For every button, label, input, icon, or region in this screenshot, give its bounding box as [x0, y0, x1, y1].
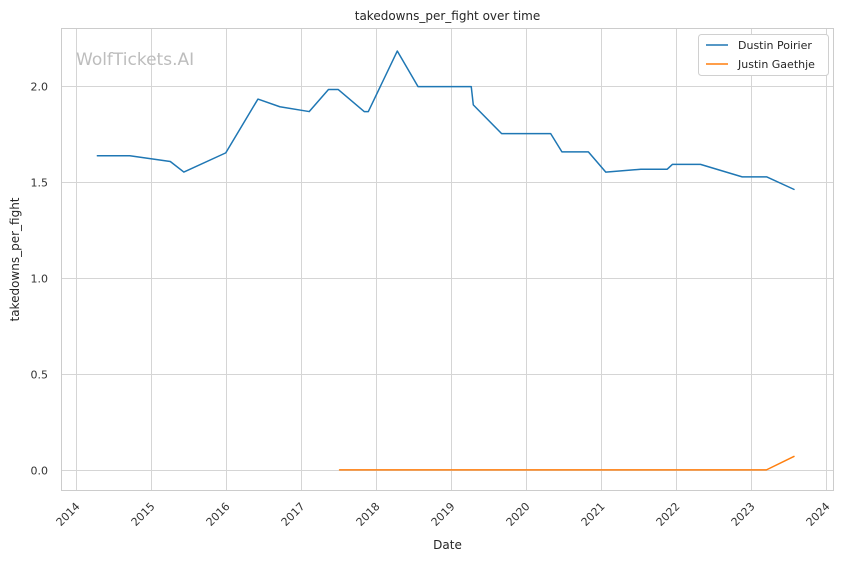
x-axis-label: Date [433, 538, 462, 552]
legend-box [698, 34, 829, 76]
x-axis-ticks: 2014 2015 2016 2017 2018 2019 2020 2021 2022 2023… [54, 500, 833, 529]
plot-background [61, 28, 834, 491]
legend-label-dustin-poirier: Dustin Poirier [738, 39, 812, 52]
chart-title: takedowns_per_fight over time [355, 9, 541, 23]
y-tick-label: 0.5 [31, 369, 49, 382]
y-tick-label: 1.0 [31, 273, 49, 286]
series-layer [96, 50, 795, 471]
y-tick-label: 0.0 [31, 465, 49, 478]
plot-frame [61, 28, 834, 491]
legend: Dustin Poirier Justin Gaethje [698, 34, 829, 76]
grid-layer [61, 28, 834, 491]
watermark-text: WolfTickets.AI [76, 50, 194, 70]
y-tick-label: 2.0 [31, 81, 49, 94]
plot-area: WolfTickets.AI [61, 28, 834, 491]
y-axis-ticks: 0.0 0.5 1.0 1.5 2.0 [31, 81, 49, 478]
series-line-dustin-poirier [96, 50, 795, 191]
y-axis-label: takedowns_per_fight [8, 197, 22, 321]
legend-label-justin-gaethje: Justin Gaethje [737, 58, 815, 71]
series-line-justin-gaethje [338, 455, 795, 471]
y-tick-label: 1.5 [31, 177, 49, 190]
